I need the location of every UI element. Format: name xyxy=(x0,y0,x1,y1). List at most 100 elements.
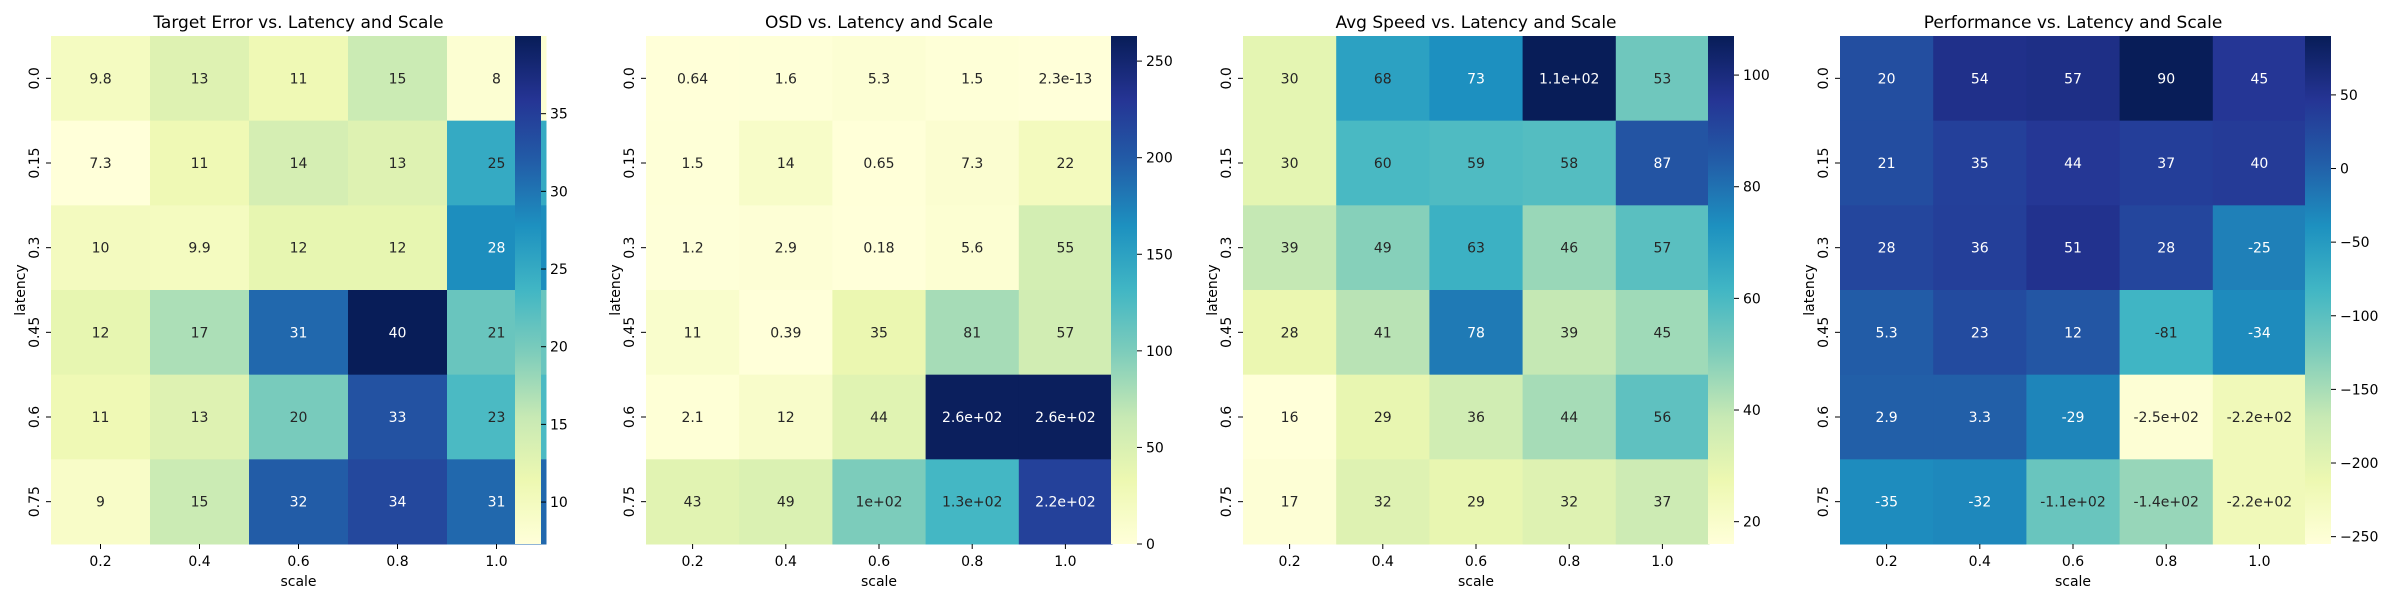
cell-label: 11 xyxy=(290,71,308,87)
heatmap-cell xyxy=(832,205,927,291)
x-axis-label: scale xyxy=(280,574,316,590)
cell-label: 17 xyxy=(1281,495,1299,511)
cell-label: -2.2e+02 xyxy=(2227,410,2292,426)
cell-label: 12 xyxy=(92,325,110,341)
heatmap-cell xyxy=(1522,374,1617,460)
colorbar xyxy=(2305,36,2331,544)
heatmap-cell xyxy=(1429,290,1524,376)
cell-label: 33 xyxy=(389,410,407,426)
cell-label: -2.2e+02 xyxy=(2227,495,2292,511)
heatmap-cell xyxy=(1018,36,1113,122)
colorbar-tick-label: 20 xyxy=(550,340,568,356)
heatmap-cell xyxy=(249,120,349,206)
heatmap-cell xyxy=(1243,205,1337,291)
cell-label: -1.1e+02 xyxy=(2040,495,2105,511)
y-tick-label: 0.45 xyxy=(622,317,638,348)
cell-label: 87 xyxy=(1653,156,1671,172)
heatmap-cell xyxy=(51,374,151,460)
cell-label: 0.64 xyxy=(677,71,708,87)
cell-label: 2.9 xyxy=(775,241,797,257)
heatmap-cell xyxy=(2212,290,2307,376)
heatmap-cell xyxy=(925,290,1020,376)
heatmap-cell xyxy=(150,120,250,206)
cell-label: 53 xyxy=(1653,71,1671,87)
cell-label: 1.5 xyxy=(961,71,983,87)
heatmap-cell xyxy=(249,36,349,122)
y-tick-label: 0.3 xyxy=(27,237,43,259)
cell-label: 15 xyxy=(191,495,209,511)
cell-label: 9.8 xyxy=(89,71,111,87)
cell-label: 1.1e+02 xyxy=(1539,71,1599,87)
cell-label: 9 xyxy=(96,495,105,511)
y-tick-label: 0.15 xyxy=(27,147,43,178)
cell-label: 5.3 xyxy=(868,71,890,87)
cell-label: 32 xyxy=(1374,495,1392,511)
heatmap-cell xyxy=(249,459,349,545)
x-tick-label: 0.8 xyxy=(2155,554,2177,570)
cell-label: 15 xyxy=(389,71,407,87)
cell-label: 59 xyxy=(1467,156,1485,172)
y-tick-label: 0.75 xyxy=(1219,486,1235,517)
heatmap-cell xyxy=(150,36,250,122)
colorbar-tick-label: 150 xyxy=(1146,247,1173,263)
heatmap-cell xyxy=(1336,120,1430,206)
cell-label: 14 xyxy=(290,156,308,172)
heatmap-cell xyxy=(646,459,740,545)
heatmap-cell xyxy=(1018,374,1113,460)
cell-label: 1.2 xyxy=(681,241,703,257)
heatmap-cell xyxy=(1243,36,1337,122)
heatmap-cell xyxy=(2212,374,2307,460)
cell-label: 57 xyxy=(1056,325,1074,341)
heatmap-cell xyxy=(1522,290,1617,376)
heatmap-cell xyxy=(832,459,927,545)
y-tick-label: 0.15 xyxy=(1816,147,1832,178)
heatmap-panel-4: Performance vs. Latency and Scale 20 54 57 9… xyxy=(1802,13,2378,590)
cell-label: 29 xyxy=(1467,495,1485,511)
cell-label: 11 xyxy=(684,325,702,341)
y-axis-label: latency xyxy=(13,264,29,315)
heatmap-cell xyxy=(646,120,740,206)
colorbar-tick-label: −250 xyxy=(2340,530,2378,546)
y-axis-label: latency xyxy=(608,264,624,315)
heatmap-cell xyxy=(1522,120,1617,206)
cell-label: 12 xyxy=(777,410,795,426)
heatmap-cell xyxy=(1243,290,1337,376)
heatmap-cell xyxy=(739,374,833,460)
cell-label: 45 xyxy=(1653,325,1671,341)
colorbar-tick-label: 250 xyxy=(1146,54,1173,70)
cell-label: 32 xyxy=(1560,495,1578,511)
colorbar-tick-label: 200 xyxy=(1146,151,1173,167)
cell-label: -1.4e+02 xyxy=(2133,495,2198,511)
x-tick-label: 1.0 xyxy=(1054,554,1076,570)
heatmap-cell xyxy=(1933,459,2027,545)
heatmap-cell xyxy=(51,205,151,291)
cell-label: 1e+02 xyxy=(855,495,902,511)
heatmap-cell xyxy=(925,374,1020,460)
x-tick-label: 0.4 xyxy=(1969,554,1991,570)
heatmap-cell xyxy=(1840,120,1934,206)
y-axis-label: latency xyxy=(1802,264,1818,315)
heatmap-cell xyxy=(1522,459,1617,545)
cell-label: 0.39 xyxy=(770,325,801,341)
colorbar-tick-label: 100 xyxy=(1743,68,1770,84)
chart-title: Performance vs. Latency and Scale xyxy=(1924,13,2223,33)
x-axis-label: scale xyxy=(861,574,897,590)
y-tick-label: 0.6 xyxy=(1816,406,1832,428)
heatmap-cell xyxy=(1018,120,1113,206)
heatmap-cell xyxy=(2119,36,2214,122)
heatmap-cell xyxy=(1933,120,2027,206)
colorbar-tick-label: 100 xyxy=(1146,344,1173,360)
cell-label: 2.9 xyxy=(1875,410,1897,426)
heatmap-cell xyxy=(646,374,740,460)
cell-label: 0.65 xyxy=(863,156,894,172)
heatmap-cell xyxy=(51,120,151,206)
cell-label: 39 xyxy=(1281,241,1299,257)
cell-label: 12 xyxy=(389,241,407,257)
heatmap-cell xyxy=(1522,205,1617,291)
heatmap-cell xyxy=(51,459,151,545)
cell-label: 90 xyxy=(2157,71,2175,87)
x-tick-label: 0.4 xyxy=(775,554,797,570)
heatmap-cell xyxy=(1429,459,1524,545)
heatmap-cell xyxy=(1840,36,1934,122)
